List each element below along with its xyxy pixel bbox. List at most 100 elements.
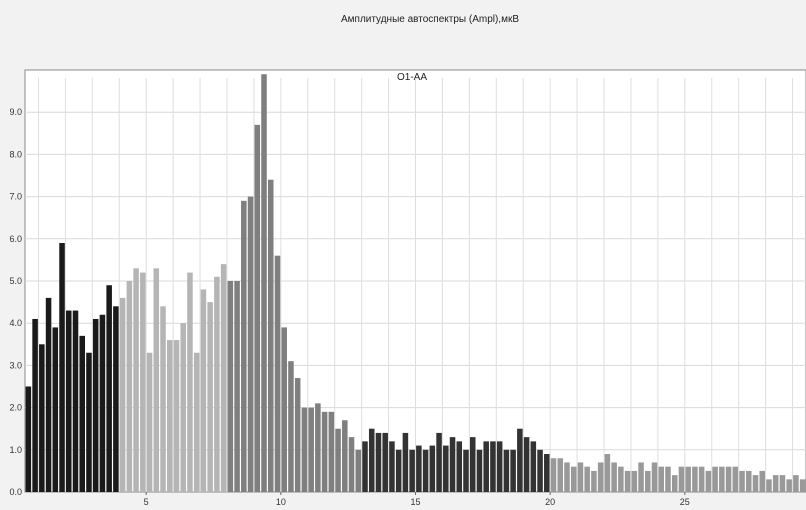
bar xyxy=(113,306,119,492)
y-tick-label: 9.0 xyxy=(9,107,22,117)
bar xyxy=(72,310,79,492)
y-tick-label: 6.0 xyxy=(9,234,22,244)
bar xyxy=(39,344,45,492)
bar xyxy=(779,475,786,492)
bar xyxy=(247,196,254,492)
bar xyxy=(496,441,503,492)
bar xyxy=(119,297,126,492)
bar xyxy=(544,454,550,492)
y-tick-label: 1.0 xyxy=(9,445,22,455)
bar xyxy=(267,179,274,492)
bar xyxy=(308,407,314,492)
bar xyxy=(678,466,685,492)
bar xyxy=(328,411,335,492)
bar xyxy=(153,268,160,492)
bars xyxy=(25,74,806,493)
bar xyxy=(173,340,180,492)
bar xyxy=(732,466,739,492)
bar xyxy=(160,306,166,492)
bar xyxy=(146,352,153,492)
chart-subtitle: O1-AA xyxy=(397,72,427,83)
bar xyxy=(187,272,193,492)
bar xyxy=(409,449,415,492)
bar xyxy=(692,466,698,492)
bar xyxy=(523,437,530,492)
bar xyxy=(59,243,65,492)
bar xyxy=(86,352,92,492)
y-tick-label: 3.0 xyxy=(9,360,22,370)
bar xyxy=(422,449,429,492)
bar xyxy=(133,268,139,492)
bar xyxy=(443,445,449,492)
bar xyxy=(490,441,496,492)
bar xyxy=(503,449,510,492)
bar xyxy=(476,449,483,492)
bar xyxy=(402,432,409,492)
bar xyxy=(651,462,658,492)
bar xyxy=(665,466,671,492)
bar xyxy=(698,466,705,492)
x-axis: 5 10 15 20 25 xyxy=(144,492,690,507)
bar xyxy=(65,310,72,492)
bar xyxy=(261,74,267,492)
bar xyxy=(752,475,759,492)
bar xyxy=(799,479,806,492)
bar xyxy=(591,470,597,492)
bar xyxy=(126,281,133,492)
bar xyxy=(348,437,355,492)
bar xyxy=(288,361,294,492)
bar xyxy=(483,441,489,492)
bar xyxy=(725,466,732,492)
bar xyxy=(766,479,772,492)
bar xyxy=(234,281,240,492)
bar xyxy=(530,441,537,492)
bar xyxy=(510,449,516,492)
bar xyxy=(45,297,52,492)
bar xyxy=(517,428,523,492)
bar xyxy=(416,445,422,492)
x-tick-label: 5 xyxy=(144,497,149,507)
bar xyxy=(577,462,584,492)
bar xyxy=(705,470,712,492)
bar xyxy=(166,340,173,492)
x-tick-label: 15 xyxy=(410,497,420,507)
bar xyxy=(456,441,463,492)
y-tick-label: 8.0 xyxy=(9,149,22,159)
bar xyxy=(645,470,651,492)
bar xyxy=(429,445,436,492)
y-tick-label: 0.0 xyxy=(9,487,22,497)
y-tick-label: 7.0 xyxy=(9,192,22,202)
bar xyxy=(52,327,59,492)
bar xyxy=(658,466,665,492)
bar xyxy=(786,479,792,492)
y-tick-label: 4.0 xyxy=(9,318,22,328)
bar xyxy=(315,403,321,492)
bar xyxy=(584,466,590,492)
bar xyxy=(25,386,32,492)
bar xyxy=(618,466,624,492)
bar xyxy=(180,323,186,492)
bar xyxy=(638,462,644,492)
bar xyxy=(382,432,388,492)
bar xyxy=(611,462,617,492)
bar xyxy=(214,276,220,492)
bar xyxy=(321,411,328,492)
bar xyxy=(712,466,718,492)
bar xyxy=(79,335,85,492)
bar xyxy=(395,449,402,492)
bar xyxy=(570,466,577,492)
bar xyxy=(604,454,611,492)
bar xyxy=(631,470,638,492)
bar xyxy=(550,458,557,492)
bar xyxy=(759,470,766,492)
bar xyxy=(140,272,146,492)
bar xyxy=(227,281,234,492)
bar xyxy=(368,428,375,492)
bar xyxy=(99,314,106,492)
bar xyxy=(537,449,543,492)
bar xyxy=(355,449,362,492)
bar xyxy=(106,285,112,492)
bar xyxy=(241,200,247,492)
